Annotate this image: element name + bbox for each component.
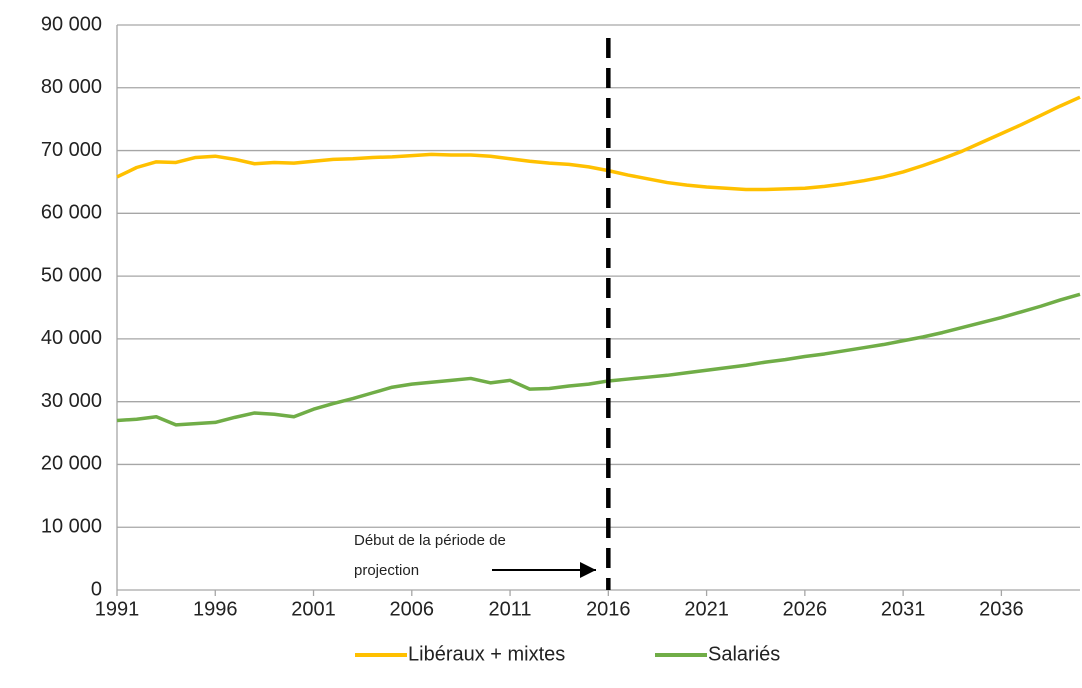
legend-label: Salariés bbox=[708, 643, 780, 665]
x-tick-label: 1991 bbox=[95, 598, 140, 620]
y-tick-label: 70 000 bbox=[41, 139, 102, 161]
y-tick-label: 80 000 bbox=[41, 76, 102, 98]
series-line bbox=[116, 292, 1081, 427]
x-tick-label: 2006 bbox=[390, 598, 435, 620]
series-line bbox=[116, 95, 1081, 192]
x-tick-label: 2036 bbox=[979, 598, 1024, 620]
legend-label: Libéraux + mixtes bbox=[408, 643, 565, 665]
x-tick-label: 2026 bbox=[783, 598, 828, 620]
x-tick-label: 1996 bbox=[193, 598, 238, 620]
x-tick-label: 2021 bbox=[684, 598, 729, 620]
y-tick-label: 20 000 bbox=[41, 453, 102, 475]
x-tick-label: 2031 bbox=[881, 598, 926, 620]
x-tick-label: 2016 bbox=[586, 598, 631, 620]
x-tick-label: 2011 bbox=[489, 598, 532, 620]
y-tick-label: 90 000 bbox=[41, 13, 102, 35]
y-tick-label: 50 000 bbox=[41, 264, 102, 286]
y-tick-label: 10 000 bbox=[41, 516, 102, 538]
y-tick-label: 0 bbox=[91, 578, 102, 600]
y-tick-label: 40 000 bbox=[41, 327, 102, 349]
annotation: Début de la période de bbox=[354, 532, 506, 549]
x-tick-label: 2001 bbox=[291, 598, 336, 620]
annotation: projection bbox=[354, 562, 419, 579]
y-tick-label: 30 000 bbox=[41, 390, 102, 412]
y-tick-label: 60 000 bbox=[41, 202, 102, 224]
